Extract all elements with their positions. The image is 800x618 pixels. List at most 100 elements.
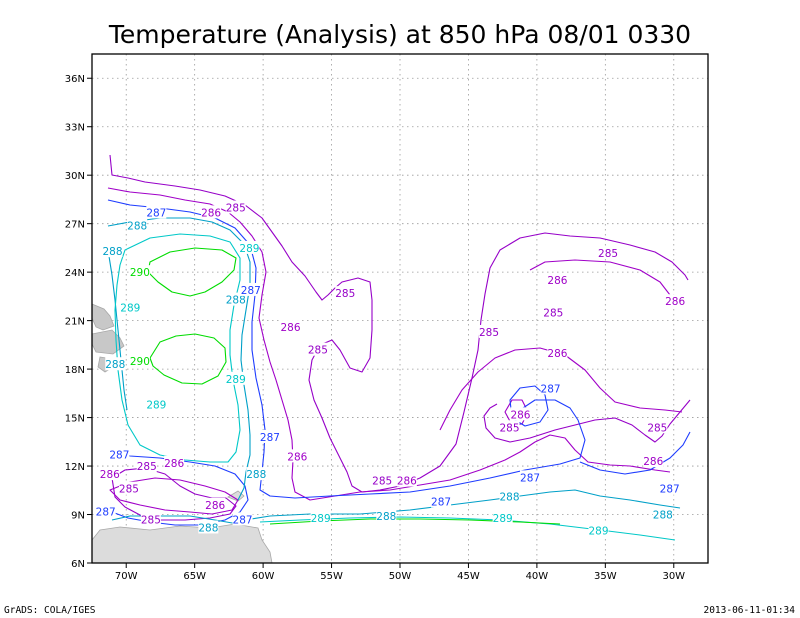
contour-label: 287 [520,472,540,484]
contour-label-bg [665,294,686,308]
x-tick-label: 40W [526,571,549,582]
contour-label-bg [246,467,267,481]
contour-label-bg [109,447,130,461]
contour-label-bg [146,205,167,219]
contour-label-bg [647,420,668,434]
contour-289-inner [114,233,241,463]
contour-label: 287 [431,497,451,509]
contour-label: 289 [226,374,246,386]
contour-label-bg [146,397,167,411]
contour-label-bg [499,489,520,503]
contour-288-west [107,249,128,411]
contour-label: 286 [100,469,120,481]
contour-285-south [111,467,237,521]
contour-label: 288 [127,220,147,232]
contour-290-south [149,333,227,385]
contour-label: 288 [499,492,519,504]
contour-label-bg [659,481,680,495]
contour-label: 288 [226,295,246,307]
y-tick-label: 33N [65,123,85,134]
contour-label: 286 [201,207,221,219]
contour-label: 286 [547,275,567,287]
contour-label: 285 [647,422,667,434]
contour-label-bg [396,473,417,487]
contour-label-bg [129,354,150,368]
contour-label: 285 [499,422,519,434]
axis-ticks: 70W 65W 60W 55W 50W 45W 40W 35W 30W 6N 9N 12N 15N 18N… [65,74,685,582]
contour-label: 286 [510,409,530,421]
footer-left: GrADS: COLA/IGES [4,605,96,616]
y-tick-label: 15N [65,414,85,425]
contour-287-east [579,431,691,475]
y-tick-label: 21N [65,317,85,328]
contour-label-bg [652,507,673,521]
contour-label: 289 [120,303,140,315]
y-tick-label: 9N [71,511,85,522]
contour-label-bg [105,357,126,371]
contour-label-bg [205,497,226,511]
contour-label-bg [280,320,301,334]
contour-label: 285 [372,476,392,488]
y-tick-label: 24N [65,268,85,279]
contour-label: 287 [146,207,166,219]
contour-286-north [107,187,671,501]
contour-label-bg [499,420,520,434]
contour-label: 287 [660,484,680,496]
contour-label: 287 [241,285,261,297]
y-tick-label: 18N [65,365,85,376]
contour-label-bg [310,510,331,524]
contour-label-bg [307,342,328,356]
contour-label-bg [543,305,564,319]
y-tick-label: 12N [65,462,85,473]
contour-label-bg [225,292,246,306]
contour-label: 287 [260,432,280,444]
contour-label: 285 [226,203,246,215]
contour-label-bg [99,467,120,481]
contour-label: 288 [653,510,673,522]
contour-label-bg [588,523,609,537]
contour-label: 287 [233,514,253,526]
contour-label: 285 [308,345,328,357]
contour-label: 288 [246,469,266,481]
x-tick-label: 60W [252,571,275,582]
contour-label-bg [431,494,452,508]
contour-label: 290 [130,267,150,279]
contour-label: 289 [146,400,166,412]
contour-286-south [109,477,239,515]
y-tick-label: 6N [71,559,85,570]
contour-label-bg [335,286,356,300]
contour-label-bg [232,512,253,526]
contour-label: 285 [543,308,563,320]
contour-label-bg [259,429,280,443]
contour-label-bg [287,449,308,463]
contour-label: 288 [198,522,218,534]
contour-label: 290 [130,356,150,368]
contour-label-bg [225,371,246,385]
x-tick-label: 30W [662,571,685,582]
contour-label: 289 [239,243,259,255]
contour-label: 289 [311,513,331,525]
contour-label: 286 [287,451,307,463]
y-tick-label: 36N [65,74,85,85]
contour-label-bg [129,265,150,279]
x-tick-label: 35W [594,571,617,582]
contour-label: 285 [141,514,161,526]
x-tick-label: 50W [389,571,412,582]
contour-label-bg [372,473,393,487]
contour-label-bg [140,512,161,526]
contour-label: 288 [103,246,123,258]
contour-label: 285 [335,288,355,300]
contour-label: 286 [665,296,685,308]
contour-label-bg [239,240,260,254]
contour-286-ne [529,259,676,299]
contour-290-north [147,247,237,297]
contour-label-bg [520,470,541,484]
contour-label: 288 [105,359,125,371]
contour-label-bg [643,454,664,468]
contour-label-bg [492,510,513,524]
contour-label: 289 [493,513,513,525]
contour-label-bg [95,504,116,518]
contour-label-bg [547,273,568,287]
contour-label: 285 [119,484,139,496]
